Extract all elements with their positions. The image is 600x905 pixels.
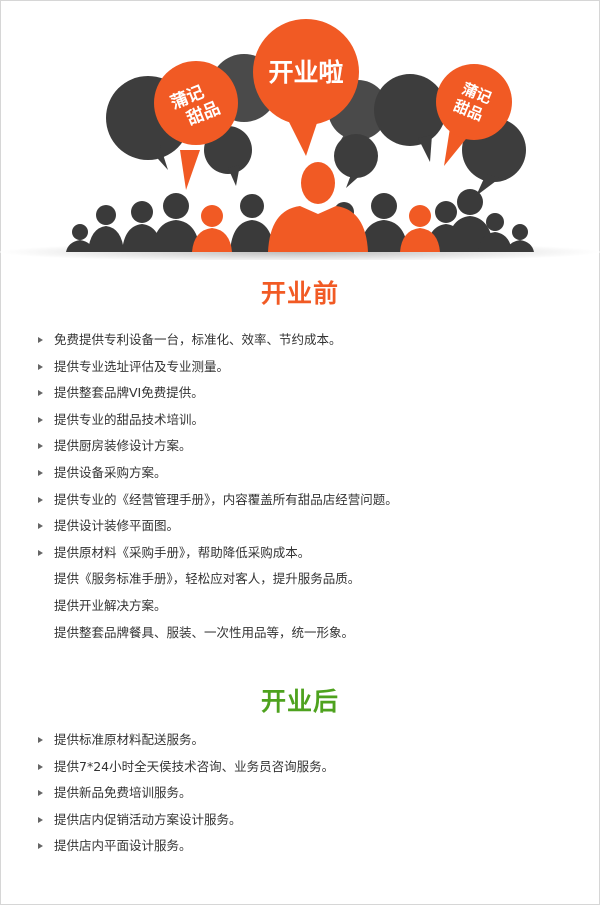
list-item: 提供新品免费培训服务。	[0, 780, 600, 807]
main-bubble-text: 开业啦	[268, 58, 343, 87]
bullet-arrow-icon	[38, 469, 43, 476]
bullet-arrow-icon	[38, 496, 43, 503]
list-item: 提供7*24小时全天侯技术咨询、业务员咨询服务。	[0, 754, 600, 781]
list-item: 提供整套品牌VI免费提供。	[0, 380, 600, 407]
list-item-text: 提供新品免费培训服务。	[54, 785, 192, 801]
list-item-text: 提供7*24小时全天侯技术咨询、业务员咨询服务。	[54, 758, 335, 774]
bullet-arrow-icon	[38, 390, 43, 397]
list-item: 提供专业选址评估及专业测量。	[0, 354, 600, 381]
bullet-arrow-icon	[38, 816, 43, 823]
list-item-text: 提供专业选址评估及专业测量。	[54, 358, 230, 374]
list-item-text: 提供店内平面设计服务。	[54, 838, 192, 854]
list-item: 提供厨房装修设计方案。	[0, 433, 600, 460]
bullet-arrow-icon	[38, 416, 43, 423]
hero-banner: 蒲记 甜品 开业啦 蒲记 甜品	[0, 0, 600, 260]
list-item-text: 提供设备采购方案。	[54, 464, 167, 480]
list-item-text: 提供整套品牌VI免费提供。	[54, 385, 204, 401]
before-opening-list: 免费提供专利设备一台，标准化、效率、节约成本。 提供专业选址评估及专业测量。 提供整…	[0, 327, 600, 646]
list-item-text: 提供设计装修平面图。	[54, 518, 180, 534]
list-item-text: 提供原材料《采购手册》，帮助降低采购成本。	[54, 544, 311, 560]
list-item-text: 提供专业的《经营管理手册》，内容覆盖所有甜品店经营问题。	[54, 491, 398, 507]
before-opening-title: 开业前	[260, 279, 339, 308]
list-item-text: 提供厨房装修设计方案。	[54, 438, 192, 454]
list-item-text: 提供标准原材料配送服务。	[54, 732, 205, 747]
bullet-arrow-icon	[38, 790, 43, 797]
left-orange-bubble: 蒲记 甜品	[154, 61, 238, 190]
list-item: 提供原材料《采购手册》，帮助降低采购成本。	[0, 540, 600, 567]
list-item: 提供设计装修平面图。	[0, 513, 600, 540]
after-opening-list: 提供标准原材料配送服务。提供7*24小时全天侯技术咨询、业务员咨询服务。 提供新品…	[0, 727, 600, 860]
crowd-illustration: 蒲记 甜品 开业啦 蒲记 甜品	[0, 19, 600, 260]
crowd-silhouettes	[66, 162, 534, 252]
list-item: 提供店内平面设计服务。	[0, 833, 600, 860]
list-item: 提供《服务标准手册》，轻松应对客人，提升服务品质。	[0, 566, 600, 593]
bullet-arrow-icon	[38, 763, 43, 770]
list-item-text: 提供专业的甜品技术培训。	[54, 411, 205, 427]
right-orange-bubble: 蒲记 甜品	[436, 64, 512, 166]
list-item: 提供整套品牌餐具、服装、一次性用品等，统一形象。	[0, 620, 600, 647]
list-item-text: 提供店内促销活动方案设计服务。	[54, 811, 242, 827]
list-item-text: 提供开业解决方案。	[54, 597, 167, 613]
bullet-arrow-icon	[38, 337, 43, 343]
list-item-text: 提供《服务标准手册》，轻松应对客人，提升服务品质。	[54, 571, 361, 587]
list-item: 提供专业的甜品技术培训。	[0, 407, 600, 434]
bullet-arrow-icon	[38, 523, 43, 530]
after-opening-title: 开业后	[260, 687, 339, 716]
list-item: 免费提供专利设备一台，标准化、效率、节约成本。	[0, 327, 600, 354]
bullet-arrow-icon	[38, 363, 43, 370]
list-item: 提供专业的《经营管理手册》，内容覆盖所有甜品店经营问题。	[0, 487, 600, 514]
list-item: 提供标准原材料配送服务。	[0, 727, 600, 754]
list-item: 提供开业解决方案。	[0, 593, 600, 620]
list-item: 提供设备采购方案。	[0, 460, 600, 487]
bullet-arrow-icon	[38, 843, 43, 850]
list-item-text: 提供整套品牌餐具、服装、一次性用品等，统一形象。	[54, 624, 355, 640]
bullet-arrow-icon	[38, 549, 43, 556]
bullet-arrow-icon	[38, 737, 43, 743]
main-orange-bubble: 开业啦	[253, 19, 359, 156]
list-item: 提供店内促销活动方案设计服务。	[0, 807, 600, 834]
list-item-text: 免费提供专利设备一台，标准化、效率、节约成本。	[54, 332, 342, 347]
bullet-arrow-icon	[38, 443, 43, 450]
